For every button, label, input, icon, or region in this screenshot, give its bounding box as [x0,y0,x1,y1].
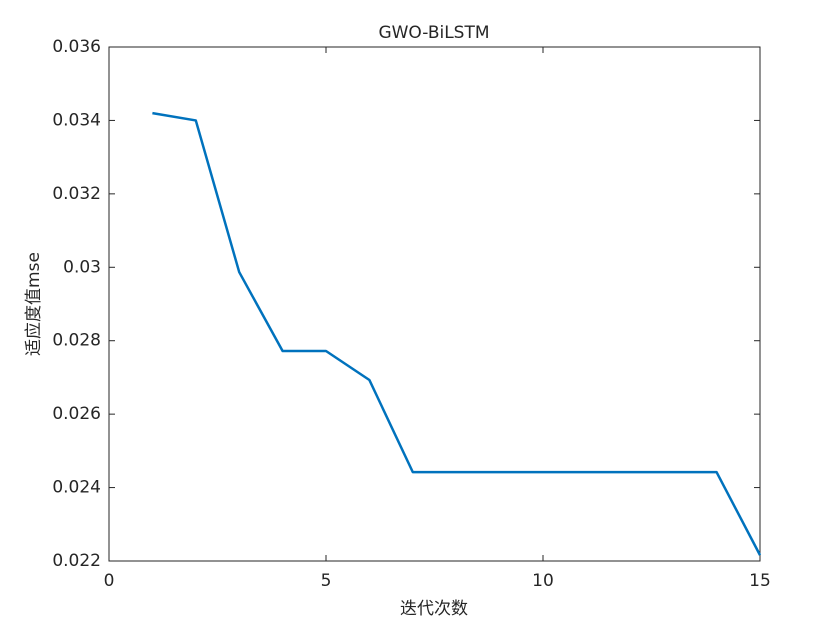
x-tick-label: 0 [104,571,115,591]
y-tick-label: 0.036 [52,37,101,57]
y-tick-label: 0.026 [52,404,101,424]
y-tick-label: 0.034 [52,110,101,130]
y-tick-label: 0.032 [52,184,101,204]
y-axis-label: 适应度值mse [24,252,44,356]
y-tick-label: 0.024 [52,478,101,498]
x-tick-label: 15 [749,571,771,591]
y-tick-label: 0.03 [63,257,101,277]
y-tick-label: 0.022 [52,551,101,571]
data-line [152,111,762,556]
y-tick-label: 0.028 [52,331,101,351]
chart-title: GWO-BiLSTM [378,23,489,43]
x-tick-label: 5 [321,571,332,591]
x-tick-label: 10 [532,571,554,591]
x-axis-label: 迭代次数 [400,599,468,619]
plot-area [108,46,761,562]
